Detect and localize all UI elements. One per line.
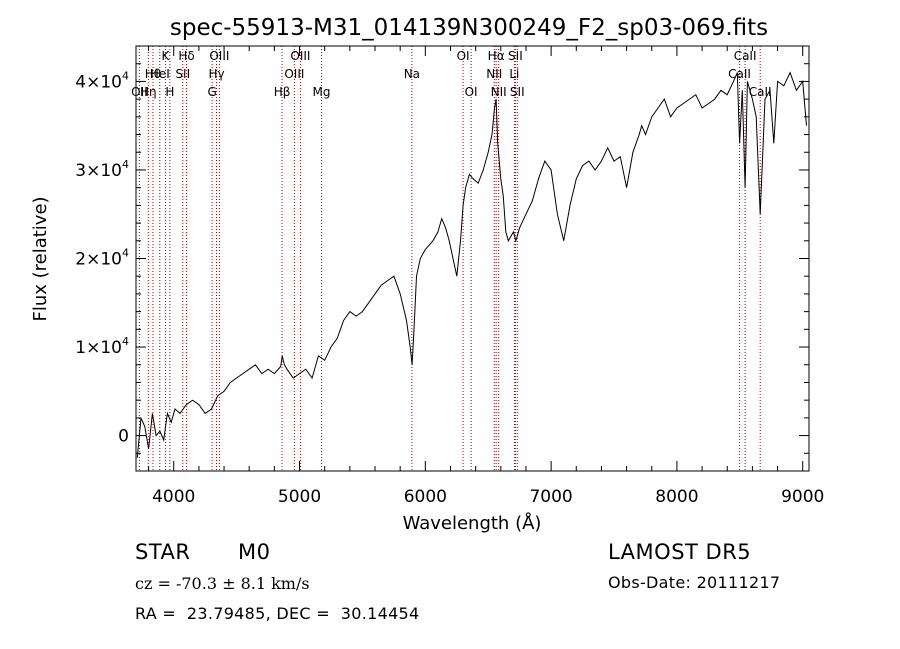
y-tick-label: 3×104 [75, 158, 129, 181]
line-marker-label: OIII [209, 49, 229, 63]
x-tick-label: 8000 [655, 487, 698, 507]
y-tick-label-exponent: 4 [122, 335, 129, 348]
line-marker-label: Na [404, 67, 420, 81]
line-marker-label: OIII [284, 67, 304, 81]
y-tick-label: 0 [118, 427, 129, 447]
line-marker-label: K [161, 49, 170, 63]
y-tick-label-exponent: 4 [122, 158, 129, 171]
x-tick-label: 7000 [529, 487, 572, 507]
line-marker-label: NII [486, 67, 502, 81]
line-marker-label: HeI [150, 67, 170, 81]
line-marker-label: Hδ [178, 49, 194, 63]
line-marker-label: SII [508, 49, 523, 63]
line-marker-label: Hθ [145, 67, 161, 81]
spectrum-line [136, 71, 807, 458]
x-tick-label: 5000 [278, 487, 321, 507]
line-marker-label: CaII [734, 49, 757, 63]
y-tick-label: 2×104 [75, 247, 129, 270]
x-tick-label: 4000 [152, 487, 195, 507]
line-marker-label: Hγ [208, 67, 224, 81]
line-marker-label: Mg [313, 85, 331, 99]
line-marker-label: CaII [728, 67, 751, 81]
y-axis-label: Flux (relative) [30, 196, 51, 321]
y-tick-label-base: 2×10 [75, 250, 122, 270]
y-tick-label: 4×104 [75, 69, 129, 92]
plot-frame [135, 45, 810, 472]
line-marker-label: G [207, 85, 216, 99]
y-tick-label-base: 4×10 [75, 72, 122, 92]
line-marker-label: OII [131, 85, 148, 99]
line-marker-label: OI [457, 49, 470, 63]
object-class: STAR [135, 540, 191, 564]
line-marker-label: CaII [749, 85, 772, 99]
x-axis-label: Wavelength (Å) [403, 512, 542, 534]
y-tick-label: 1×104 [75, 335, 129, 358]
redshift-velocity: cz = -70.3 ± 8.1 km/s [135, 574, 310, 593]
observation-date: Obs-Date: 20111217 [608, 573, 781, 592]
line-marker-label: OI [465, 85, 478, 99]
line-marker-label: SII [175, 67, 190, 81]
line-marker-labels: OIIHηHθHeIKHSIIHδGHγOIIIHβOIIIOIIIMgNaOI… [131, 49, 771, 99]
line-marker-label: H [165, 85, 174, 99]
x-axis-ticks: 4000 5000 6000 7000 8000 9000 [148, 46, 824, 507]
line-markers [138, 46, 761, 471]
y-tick-label-base: 3×10 [75, 161, 122, 181]
spectral-subclass: M0 [238, 540, 271, 564]
line-marker-label: NII [491, 85, 507, 99]
line-marker-label: OIII [290, 49, 310, 63]
chart-title: spec-55913-M31_014139N300249_F2_sp03-069… [170, 15, 768, 41]
coordinates: RA = 23.79485, DEC = 30.14454 [135, 604, 420, 623]
y-tick-label-exponent: 4 [122, 69, 129, 82]
line-marker-label: Li [509, 67, 519, 81]
y-tick-label-base: 1×10 [75, 338, 122, 358]
line-marker-label: Hα [488, 49, 505, 63]
y-tick-label-base: 0 [118, 427, 129, 447]
y-tick-label-exponent: 4 [122, 247, 129, 260]
line-marker-label: SII [510, 85, 525, 99]
survey-name: LAMOST DR5 [608, 540, 752, 564]
line-marker-label: Hη [140, 85, 157, 99]
x-tick-label: 9000 [781, 487, 824, 507]
x-tick-label: 6000 [404, 487, 447, 507]
line-marker-label: Hβ [274, 85, 291, 99]
